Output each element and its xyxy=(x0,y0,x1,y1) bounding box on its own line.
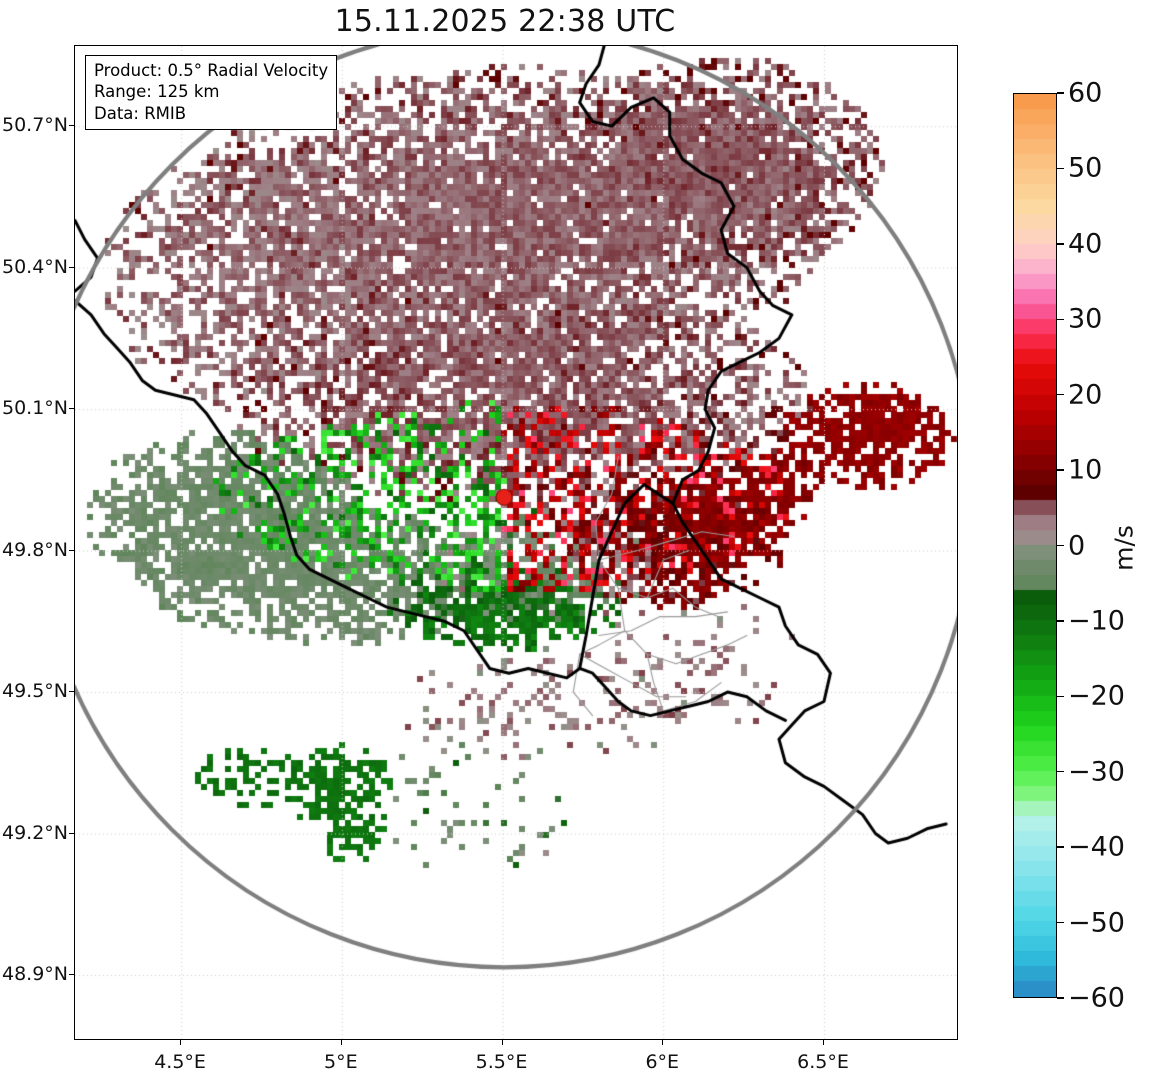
colorbar-tick-label: −30 xyxy=(1068,756,1125,788)
colorbar-tick-label: −60 xyxy=(1068,982,1125,1014)
page-title: 15.11.2025 22:38 UTC xyxy=(334,4,676,39)
colorbar-tick xyxy=(1057,92,1064,94)
latitude-tick-label: 48.9°N xyxy=(2,962,69,985)
longitude-tick xyxy=(662,1040,664,1045)
info-product-line: Product: 0.5° Radial Velocity xyxy=(94,61,329,80)
colorbar-tick xyxy=(1057,544,1064,547)
latitude-tick xyxy=(69,549,74,551)
longitude-tick xyxy=(340,1040,342,1045)
colorbar-unit-label: m/s xyxy=(1109,525,1139,571)
colorbar[interactable] xyxy=(1013,93,1057,998)
colorbar-tick xyxy=(1057,243,1064,245)
colorbar-gradient xyxy=(1014,94,1056,997)
longitude-tick-label: 5°E xyxy=(324,1051,358,1073)
colorbar-tick xyxy=(1057,771,1064,773)
latitude-tick-label: 50.4°N xyxy=(2,255,69,278)
colorbar-tick-label: 10 xyxy=(1068,454,1103,486)
info-data-line: Data: RMIB xyxy=(94,103,187,123)
longitude-tick-label: 5.5°E xyxy=(475,1051,528,1073)
product-info-box: Product: 0.5° Radial Velocity Range: 125… xyxy=(85,55,338,131)
colorbar-tick xyxy=(1057,997,1064,999)
colorbar-tick xyxy=(1057,921,1064,924)
colorbar-tick-label: −10 xyxy=(1068,605,1125,637)
latitude-tick xyxy=(69,266,74,268)
colorbar-tick xyxy=(1057,393,1064,396)
colorbar-tick-label: 20 xyxy=(1068,379,1103,411)
radar-velocity-map[interactable] xyxy=(75,46,957,1039)
latitude-tick xyxy=(69,973,74,975)
info-range-line: Range: 125 km xyxy=(94,82,220,102)
latitude-tick xyxy=(69,691,74,693)
colorbar-tick xyxy=(1057,695,1064,698)
colorbar-tick xyxy=(1057,846,1064,848)
longitude-tick-label: 6°E xyxy=(645,1051,680,1073)
colorbar-tick-label: −40 xyxy=(1068,831,1125,863)
colorbar-tick xyxy=(1057,620,1064,622)
colorbar-tick-label: 30 xyxy=(1068,303,1103,335)
colorbar-tick-label: 60 xyxy=(1068,77,1103,109)
radar-plot-area[interactable]: Product: 0.5° Radial Velocity Range: 125… xyxy=(74,45,958,1040)
longitude-tick xyxy=(180,1040,182,1045)
latitude-tick-label: 50.7°N xyxy=(2,114,69,137)
latitude-tick xyxy=(69,125,74,127)
colorbar-tick xyxy=(1057,167,1064,170)
latitude-tick-label: 49.5°N xyxy=(2,680,69,703)
colorbar-tick-label: 0 xyxy=(1068,530,1086,561)
longitude-tick xyxy=(822,1040,824,1045)
colorbar-tick-label: −20 xyxy=(1068,680,1125,712)
longitude-tick-label: 4.5°E xyxy=(154,1051,206,1073)
latitude-tick xyxy=(69,832,74,834)
colorbar-tick-label: 50 xyxy=(1068,152,1103,184)
latitude-tick-label: 49.2°N xyxy=(2,821,69,844)
colorbar-tick xyxy=(1057,469,1064,471)
latitude-tick-label: 49.8°N xyxy=(2,538,69,561)
longitude-tick-label: 6.5°E xyxy=(797,1051,849,1073)
latitude-tick xyxy=(69,408,74,410)
longitude-tick xyxy=(501,1040,503,1045)
colorbar-tick-label: −50 xyxy=(1068,907,1125,939)
colorbar-tick xyxy=(1057,318,1064,320)
latitude-tick-label: 50.1°N xyxy=(2,397,69,420)
colorbar-tick-label: 40 xyxy=(1068,228,1103,260)
